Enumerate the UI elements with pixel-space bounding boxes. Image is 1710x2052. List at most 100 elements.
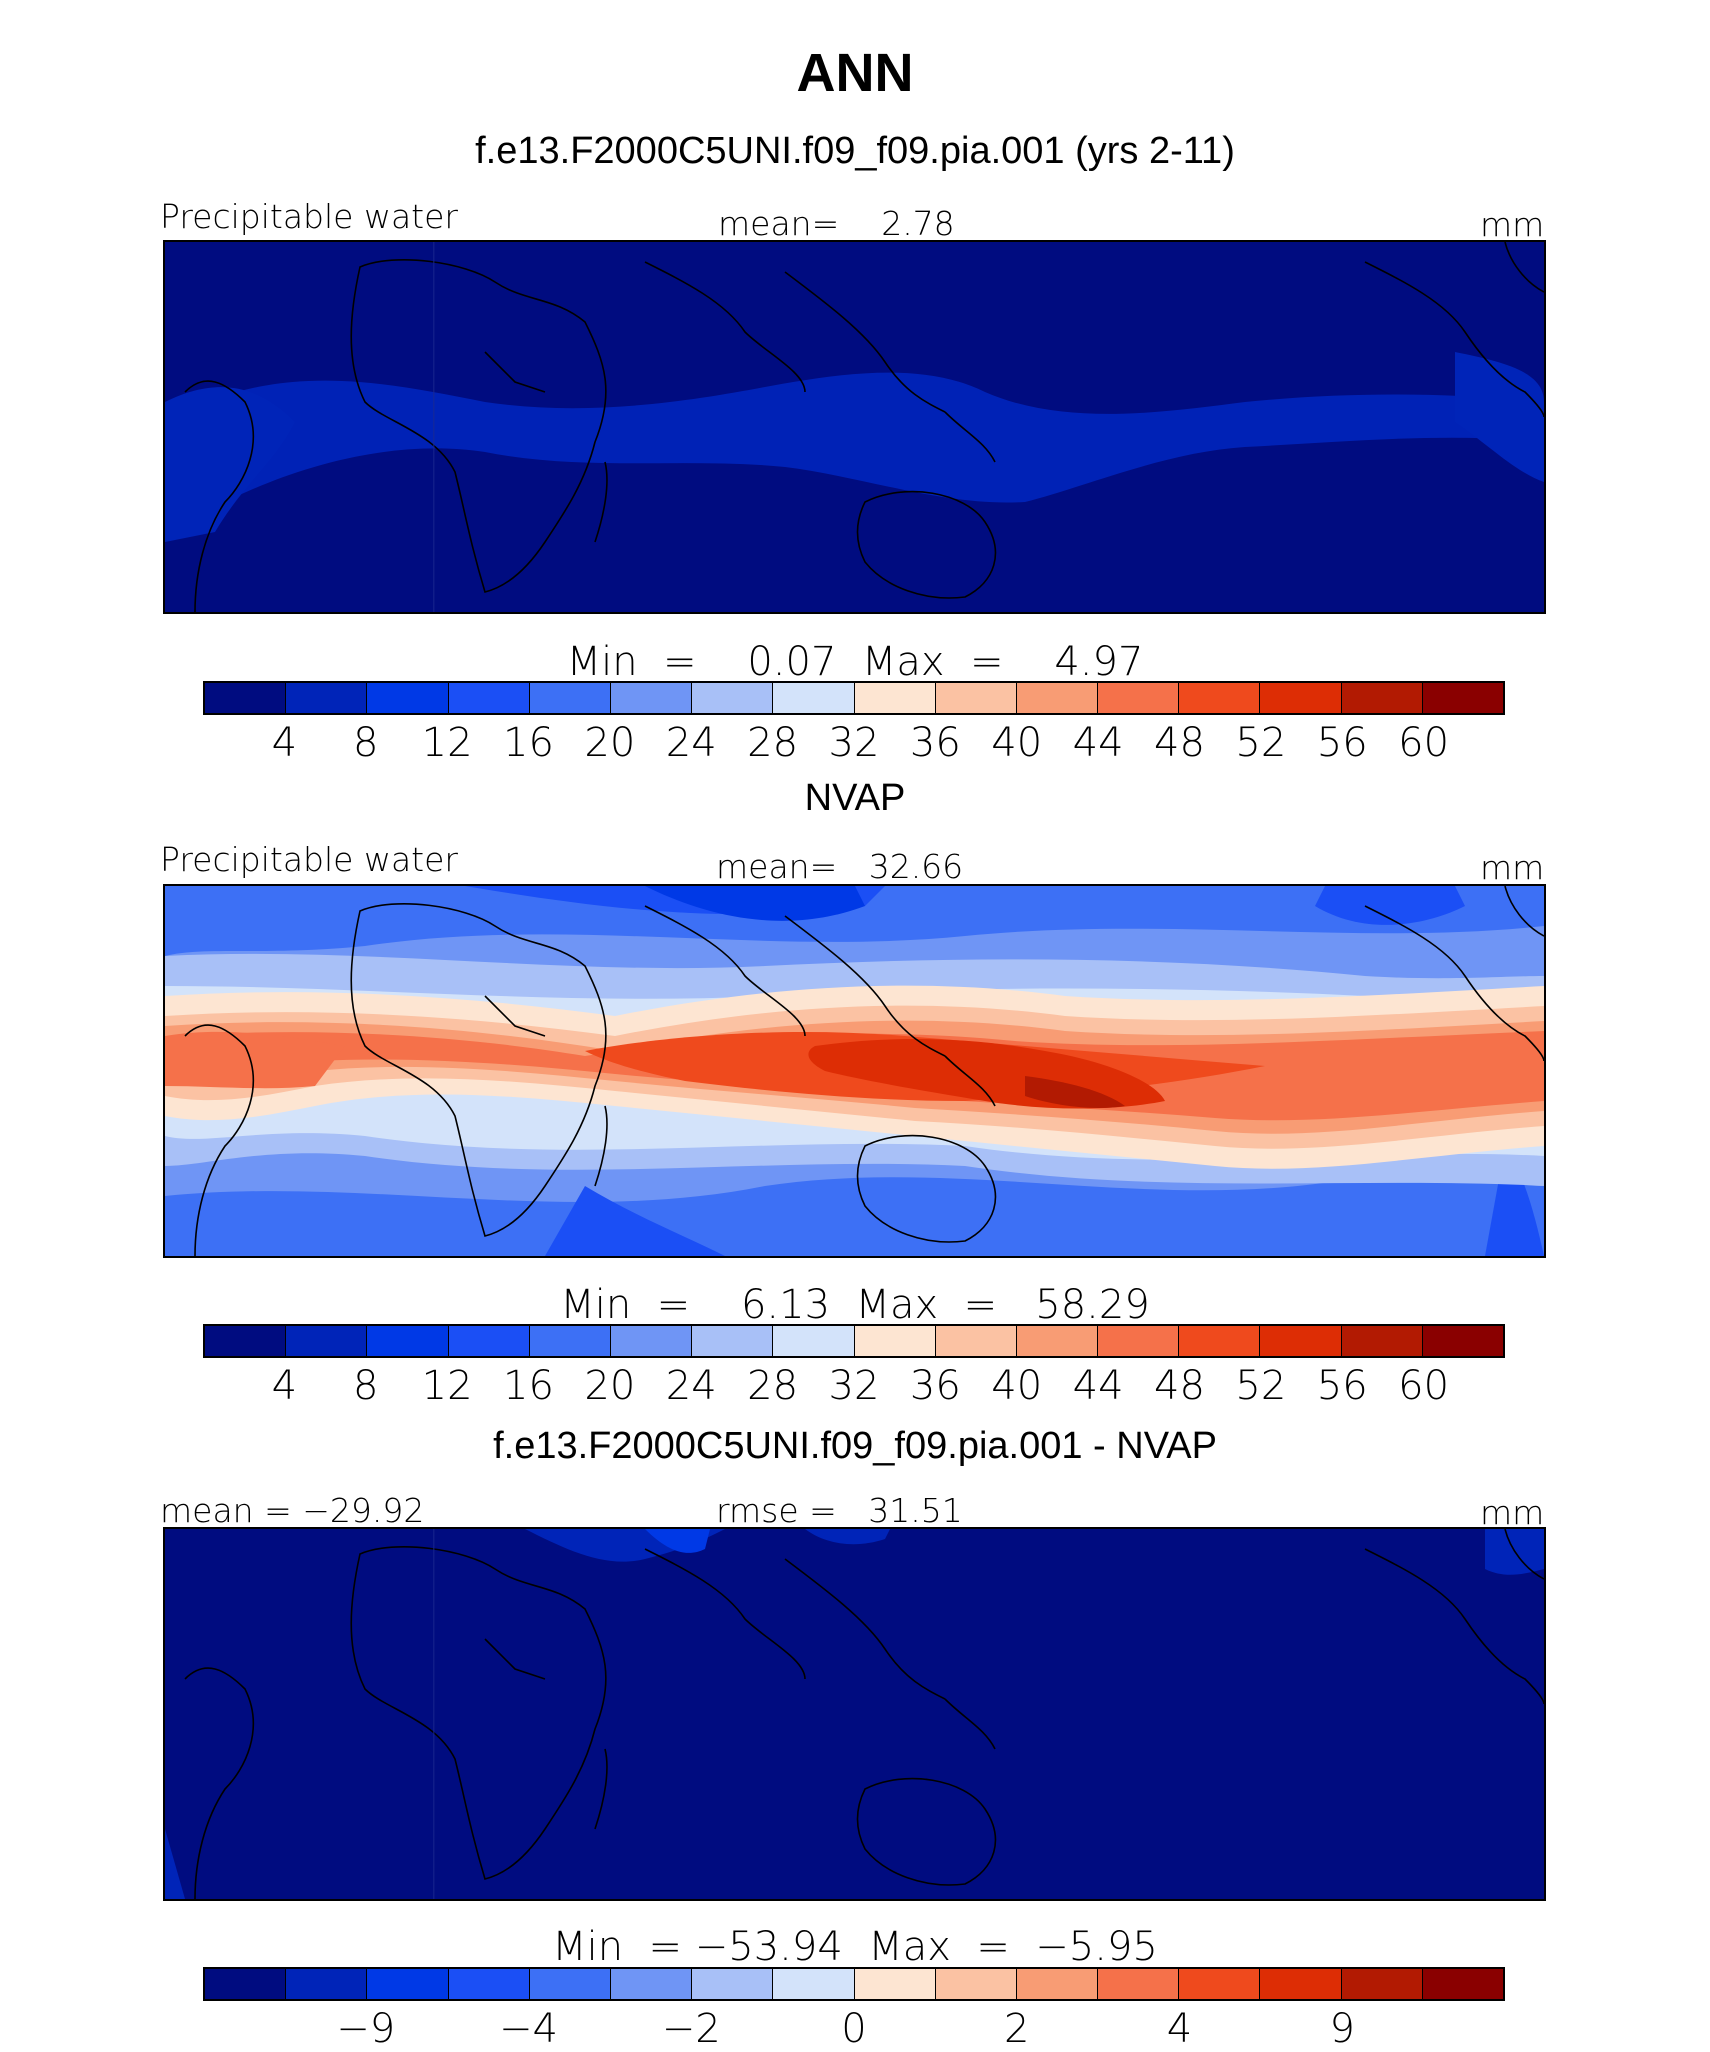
- colorbar-swatch: [1098, 1326, 1180, 1356]
- panel-3-colorbar: [203, 1967, 1505, 2001]
- colorbar-tick-label: 20: [584, 720, 636, 766]
- colorbar-tick-label: 36: [909, 720, 961, 766]
- panel-1-map: [163, 240, 1546, 614]
- colorbar-tick-label: 48: [1154, 720, 1205, 766]
- colorbar-swatch: [1179, 1326, 1261, 1356]
- colorbar-swatch: [935, 1969, 1017, 1999]
- panel-1-units: mm: [1480, 205, 1545, 244]
- colorbar-tick-label: 40: [991, 1363, 1043, 1409]
- panel-1-heading: f.e13.F2000C5UNI.f09_f09.pia.001 (yrs 2-…: [475, 130, 1235, 172]
- colorbar-tick-label: 36: [909, 1363, 961, 1409]
- panel-1-minmax: Min = 0.07 Max = 4.97: [566, 639, 1144, 685]
- colorbar-tick-label: −2: [661, 2006, 721, 2052]
- colorbar-swatch: [286, 1969, 368, 1999]
- panel-2-mean-label: mean= 32.66: [716, 847, 964, 886]
- colorbar-swatch: [529, 1969, 611, 1999]
- colorbar-tick-label: 28: [747, 720, 799, 766]
- colorbar-swatch: [773, 1326, 855, 1356]
- panel-3-units: mm: [1480, 1493, 1545, 1532]
- colorbar-swatch: [935, 683, 1017, 713]
- colorbar-swatch: [854, 1326, 936, 1356]
- colorbar-swatch: [1179, 683, 1261, 713]
- panel-2-minmax: Min = 6.13 Max = 58.29: [560, 1282, 1150, 1328]
- colorbar-swatch: [1341, 1326, 1423, 1356]
- colorbar-tick-label: 16: [503, 1363, 554, 1409]
- colorbar-swatch: [1260, 1969, 1342, 1999]
- colorbar-swatch: [205, 1326, 287, 1356]
- colorbar-swatch: [529, 683, 611, 713]
- colorbar-tick-label: 44: [1072, 720, 1124, 766]
- figure-title: ANN: [796, 43, 914, 103]
- colorbar-tick-label: 4: [271, 1363, 298, 1409]
- colorbar-tick-label: 8: [353, 1363, 379, 1409]
- colorbar-tick-label: 48: [1154, 1363, 1205, 1409]
- colorbar-tick-label: 60: [1398, 720, 1450, 766]
- panel-2-map: [163, 884, 1546, 1258]
- colorbar-tick-label: −9: [336, 2006, 396, 2052]
- colorbar-tick-label: 32: [828, 720, 880, 766]
- panel-2-units: mm: [1480, 848, 1545, 887]
- colorbar-tick-label: 4: [271, 720, 298, 766]
- colorbar-swatch: [286, 1326, 368, 1356]
- colorbar-swatch: [1179, 1969, 1261, 1999]
- colorbar-tick-label: 0: [841, 2006, 867, 2052]
- panel-1-mean-label: mean= 2.78: [718, 204, 955, 243]
- colorbar-swatch: [1341, 1969, 1423, 1999]
- colorbar-tick-label: −4: [499, 2006, 558, 2052]
- colorbar-swatch: [1016, 1969, 1099, 1999]
- colorbar-swatch: [692, 1969, 774, 1999]
- colorbar-swatch: [854, 1969, 936, 1999]
- colorbar-tick-label: 2: [1004, 2006, 1030, 2052]
- colorbar-swatch: [1016, 1326, 1099, 1356]
- panel-3-minmax: Min = −53.94 Max = −5.95: [552, 1924, 1158, 1970]
- colorbar-swatch: [854, 683, 936, 713]
- colorbar-tick-label: 52: [1235, 1363, 1287, 1409]
- colorbar-swatch: [692, 1326, 774, 1356]
- colorbar-tick-label: 56: [1316, 1363, 1368, 1409]
- colorbar-swatch: [286, 683, 368, 713]
- panel-3-heading: f.e13.F2000C5UNI.f09_f09.pia.001 - NVAP: [493, 1425, 1217, 1467]
- panel-1-left-label: Precipitable water: [160, 197, 458, 236]
- colorbar-swatch: [1016, 683, 1099, 713]
- colorbar-tick-label: 44: [1072, 1363, 1124, 1409]
- colorbar-swatch: [1341, 683, 1423, 713]
- colorbar-swatch: [529, 1326, 611, 1356]
- panel-1-colorbar: [203, 681, 1505, 715]
- colorbar-swatch: [692, 683, 774, 713]
- colorbar-swatch: [448, 1969, 530, 1999]
- colorbar-swatch: [205, 1969, 287, 1999]
- colorbar-tick-label: 56: [1316, 720, 1368, 766]
- colorbar-tick-label: 24: [665, 1363, 717, 1409]
- colorbar-tick-label: 40: [991, 720, 1043, 766]
- panel-2-heading: NVAP: [804, 777, 906, 819]
- colorbar-swatch: [448, 683, 530, 713]
- colorbar-tick-label: 52: [1235, 720, 1287, 766]
- colorbar-swatch: [1422, 1326, 1503, 1356]
- colorbar-swatch: [1098, 683, 1180, 713]
- colorbar-swatch: [367, 1969, 449, 1999]
- colorbar-tick-label: 8: [353, 720, 379, 766]
- colorbar-swatch: [367, 1326, 449, 1356]
- colorbar-swatch: [610, 1326, 693, 1356]
- colorbar-swatch: [1422, 1969, 1503, 1999]
- colorbar-tick-label: 24: [665, 720, 717, 766]
- colorbar-tick-label: 12: [421, 720, 473, 766]
- colorbar-swatch: [773, 1969, 855, 1999]
- colorbar-swatch: [367, 683, 449, 713]
- panel-3-mean-label: mean = −29.92: [160, 1491, 425, 1530]
- colorbar-swatch: [1260, 683, 1342, 713]
- colorbar-swatch: [1422, 683, 1503, 713]
- colorbar-swatch: [935, 1326, 1017, 1356]
- colorbar-tick-label: 16: [503, 720, 554, 766]
- colorbar-tick-label: 4: [1166, 2006, 1193, 2052]
- colorbar-tick-label: 20: [584, 1363, 636, 1409]
- colorbar-swatch: [773, 683, 855, 713]
- panel-3-rmse-label: rmse = 31.51: [716, 1491, 963, 1530]
- colorbar-tick-label: 60: [1398, 1363, 1450, 1409]
- colorbar-swatch: [448, 1326, 530, 1356]
- panel-2-colorbar: [203, 1324, 1505, 1358]
- colorbar-swatch: [1098, 1969, 1180, 1999]
- colorbar-swatch: [610, 683, 693, 713]
- colorbar-tick-label: 12: [421, 1363, 473, 1409]
- panel-2-left-label: Precipitable water: [160, 840, 458, 879]
